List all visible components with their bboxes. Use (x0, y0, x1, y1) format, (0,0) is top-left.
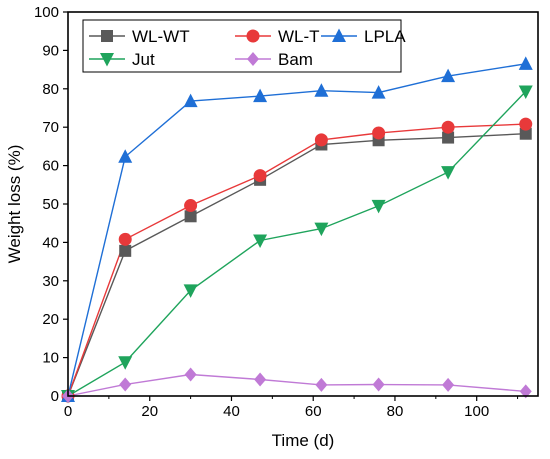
y-tick-label: 0 (51, 388, 59, 405)
data-point-jut (441, 166, 456, 180)
data-point-bam (442, 377, 455, 392)
data-point-lpla (441, 68, 456, 83)
data-point-bam (254, 372, 267, 387)
series-line-wl-wt (67, 133, 526, 397)
legend-box (82, 19, 402, 73)
legend-label-wl-wt: WL-WT (132, 27, 190, 46)
data-point-bam (184, 367, 197, 382)
data-point-wl-t (118, 232, 132, 246)
plot-area-frame (67, 11, 539, 397)
series-line-wl-t (67, 123, 526, 397)
data-point-jut (371, 199, 386, 214)
data-point-wl-t (441, 120, 455, 134)
y-tick-label: 100 (34, 4, 59, 21)
data-point-wl-wt (119, 244, 132, 257)
data-point-lpla (253, 88, 268, 103)
data-point-bam (315, 377, 328, 392)
data-point-wl-t (184, 199, 198, 213)
legend-label-wl-t: WL-T (278, 27, 320, 46)
data-point-bam (372, 377, 385, 392)
data-point-lpla (118, 149, 133, 163)
legend-label-jut: Jut (132, 50, 155, 69)
legend-marker-jut (100, 53, 114, 67)
data-point-jut (253, 234, 268, 248)
legend-marker-wl-wt (101, 30, 113, 42)
y-tick-label: 60 (42, 158, 59, 175)
data-point-wl-t (519, 117, 533, 131)
y-tick-label: 80 (42, 81, 59, 98)
data-point-wl-t (372, 126, 386, 140)
axis-ticks: 0 20 40 60 80 100 0 10 20 30 40 50 60 70 80 90 100 (34, 4, 519, 420)
data-point-wl-t (314, 133, 328, 147)
y-tick-label: 20 (42, 311, 59, 328)
y-tick-label: 70 (42, 119, 59, 136)
legend-label-lpla: LPLA (364, 27, 406, 46)
series-line-lpla (67, 63, 526, 397)
x-tick-label: 40 (223, 403, 240, 420)
x-tick-label: 80 (387, 403, 404, 420)
legend-marker-lpla (332, 28, 346, 42)
legend-marker-bam (247, 52, 259, 66)
series-markers (61, 56, 533, 404)
x-tick-label: 60 (305, 403, 322, 420)
data-point-lpla (371, 85, 386, 99)
x-tick-label: 20 (141, 403, 158, 420)
data-point-jut (118, 356, 133, 370)
y-tick-label: 40 (42, 234, 59, 251)
data-point-wl-wt (442, 131, 455, 144)
data-point-bam (119, 377, 132, 392)
series-lines (67, 63, 527, 397)
legend: WL-WT WL-T LPLA Jut Bam (82, 19, 406, 73)
legend-label-bam: Bam (278, 50, 313, 69)
series-line-jut (67, 91, 527, 397)
data-point-lpla (314, 83, 329, 97)
data-point-jut (314, 222, 329, 237)
data-point-jut (183, 284, 198, 298)
data-point-lpla (183, 93, 198, 108)
legend-marker-wl-t (246, 29, 260, 43)
data-point-jut (518, 85, 533, 99)
series-line-bam (67, 373, 526, 397)
data-point-lpla (518, 56, 533, 70)
x-tick-label: 0 (64, 403, 72, 420)
y-tick-label: 30 (42, 273, 59, 290)
y-tick-label: 50 (42, 196, 59, 213)
data-point-wl-wt (519, 127, 532, 140)
x-axis-title: Time (d) (272, 431, 335, 450)
x-tick-label: 100 (464, 403, 489, 420)
y-axis-title: Weight loss (%) (5, 145, 24, 264)
y-tick-label: 90 (42, 42, 59, 59)
data-point-bam (519, 384, 532, 399)
data-point-wl-wt (184, 210, 197, 223)
data-point-wl-t (253, 169, 267, 183)
y-tick-label: 10 (42, 350, 59, 367)
